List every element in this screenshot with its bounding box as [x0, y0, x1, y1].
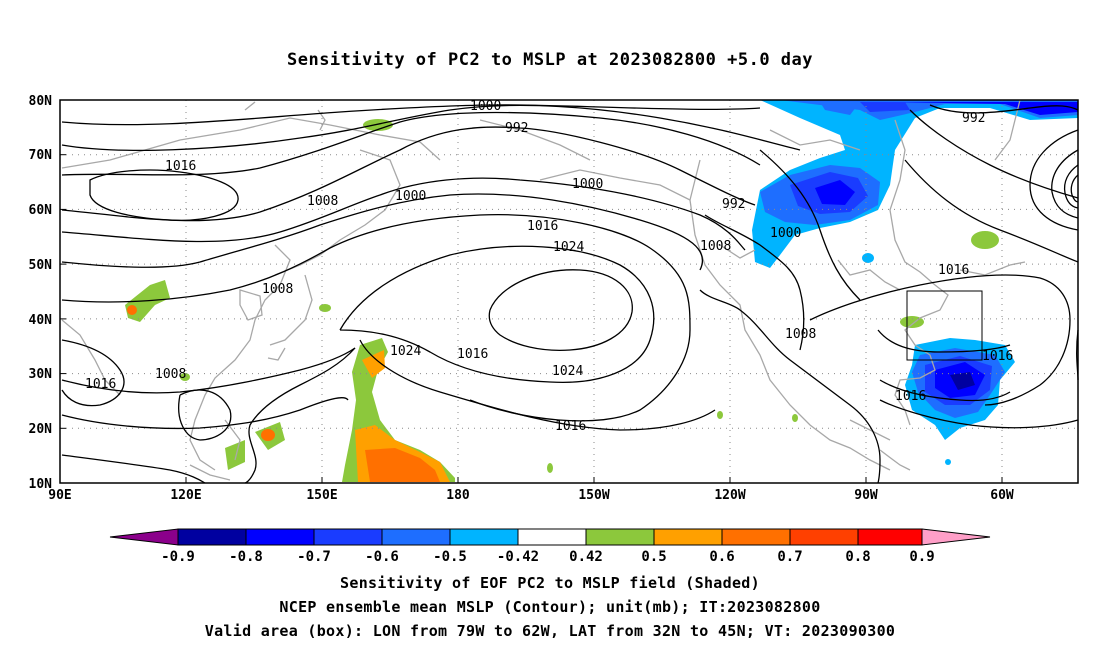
contour-label: 1016: [895, 389, 926, 404]
colorbar-cell: [921, 528, 991, 546]
caption-line-3: Valid area (box): LON from 79W to 62W, L…: [204, 622, 896, 640]
contour-label: 992: [722, 197, 745, 212]
lon-label: 120E: [170, 488, 201, 503]
contour-label: 1000: [770, 226, 801, 241]
contour-label: 1000: [395, 189, 426, 204]
colorbar-label: -0.42: [497, 549, 539, 565]
lat-labels: 80N 70N 60N 50N 40N 30N 20N 10N: [29, 94, 53, 492]
colorbar-label: -0.7: [297, 549, 331, 565]
contour-label: 1024: [390, 344, 421, 359]
valid-area-box: [906, 290, 983, 361]
contour-label: 1016: [938, 263, 969, 278]
contour-label: 1016: [527, 219, 558, 234]
lon-label: 180: [446, 488, 470, 503]
colorbar-cell: [449, 528, 519, 546]
colorbar-label: 0.6: [709, 549, 734, 565]
caption-line-1: Sensitivity of EOF PC2 to MSLP field (Sh…: [340, 574, 760, 592]
colorbar-cell: [721, 528, 791, 546]
contour-labels: 1000 992 1016 1008 1000 1000 1016 1024 9…: [85, 99, 1013, 434]
colorbar-cell: [109, 528, 179, 546]
lon-label: 90E: [48, 488, 71, 503]
lat-label: 70N: [29, 148, 53, 163]
lon-label: 120W: [714, 488, 745, 503]
contour-label: 1000: [572, 177, 603, 192]
caption-line-2: NCEP ensemble mean MSLP (Contour); unit(…: [279, 598, 821, 616]
lat-label: 20N: [29, 422, 53, 437]
contour-label: 992: [505, 121, 528, 136]
colorbar: -0.9 -0.8 -0.7 -0.6 -0.5 -0.42 0.42 0.5 0.6 0.7 0.…: [109, 528, 991, 565]
contour-label: 1016: [165, 159, 196, 174]
lat-label: 80N: [29, 94, 53, 109]
mslp-contours: [61, 104, 1079, 484]
lat-label: 30N: [29, 367, 53, 382]
contour-label: 1008: [262, 282, 293, 297]
colorbar-cell: [245, 528, 315, 546]
contour-label: 1016: [982, 349, 1013, 364]
map-frame: [59, 99, 1079, 484]
colorbar-label: -0.5: [433, 549, 467, 565]
lon-label: 90W: [854, 488, 878, 503]
contour-label: 1008: [700, 239, 731, 254]
colorbar-label: 0.9: [909, 549, 934, 565]
contour-label: 1000: [470, 99, 501, 114]
axis-ticks: [60, 154, 1003, 483]
contour-label: 1016: [457, 347, 488, 362]
coastlines: [61, 99, 1026, 481]
contour-label: 1008: [155, 367, 186, 382]
contour-label: 1016: [85, 377, 116, 392]
lon-labels: 90E 120E 150E 180 150W 120W 90W 60W: [48, 488, 1014, 503]
colorbar-label: 0.8: [845, 549, 870, 565]
colorbar-label: -0.8: [229, 549, 263, 565]
colorbar-label: -0.6: [365, 549, 399, 565]
colorbar-label: -0.9: [161, 549, 195, 565]
plot-title: Sensitivity of PC2 to MSLP at 2023082800…: [286, 50, 813, 70]
contour-label: 1024: [553, 240, 584, 255]
colorbar-cell: [857, 528, 923, 546]
colorbar-cell: [585, 528, 655, 546]
colorbar-label: 0.5: [641, 549, 666, 565]
lat-label: 60N: [29, 203, 53, 218]
colorbar-cell: [313, 528, 383, 546]
colorbar-label: 0.42: [569, 549, 603, 565]
contour-label: 992: [962, 111, 985, 126]
lat-label: 50N: [29, 258, 53, 273]
colorbar-cell: [789, 528, 859, 546]
contour-label: 1008: [307, 194, 338, 209]
lon-label: 150W: [578, 488, 609, 503]
colorbar-cell: [177, 528, 247, 546]
colorbar-cell: [517, 528, 587, 546]
contour-label: 1008: [785, 327, 816, 342]
lon-label: 60W: [990, 488, 1014, 503]
lat-label: 40N: [29, 313, 53, 328]
colorbar-cell: [653, 528, 723, 546]
colorbar-cell: [381, 528, 451, 546]
sensitivity-shading: [125, 100, 1078, 482]
lon-label: 150E: [306, 488, 337, 503]
contour-label: 1016: [555, 419, 586, 434]
lat-label: 10N: [29, 477, 53, 492]
colorbar-label: 0.7: [777, 549, 802, 565]
contour-label: 1024: [552, 364, 583, 379]
